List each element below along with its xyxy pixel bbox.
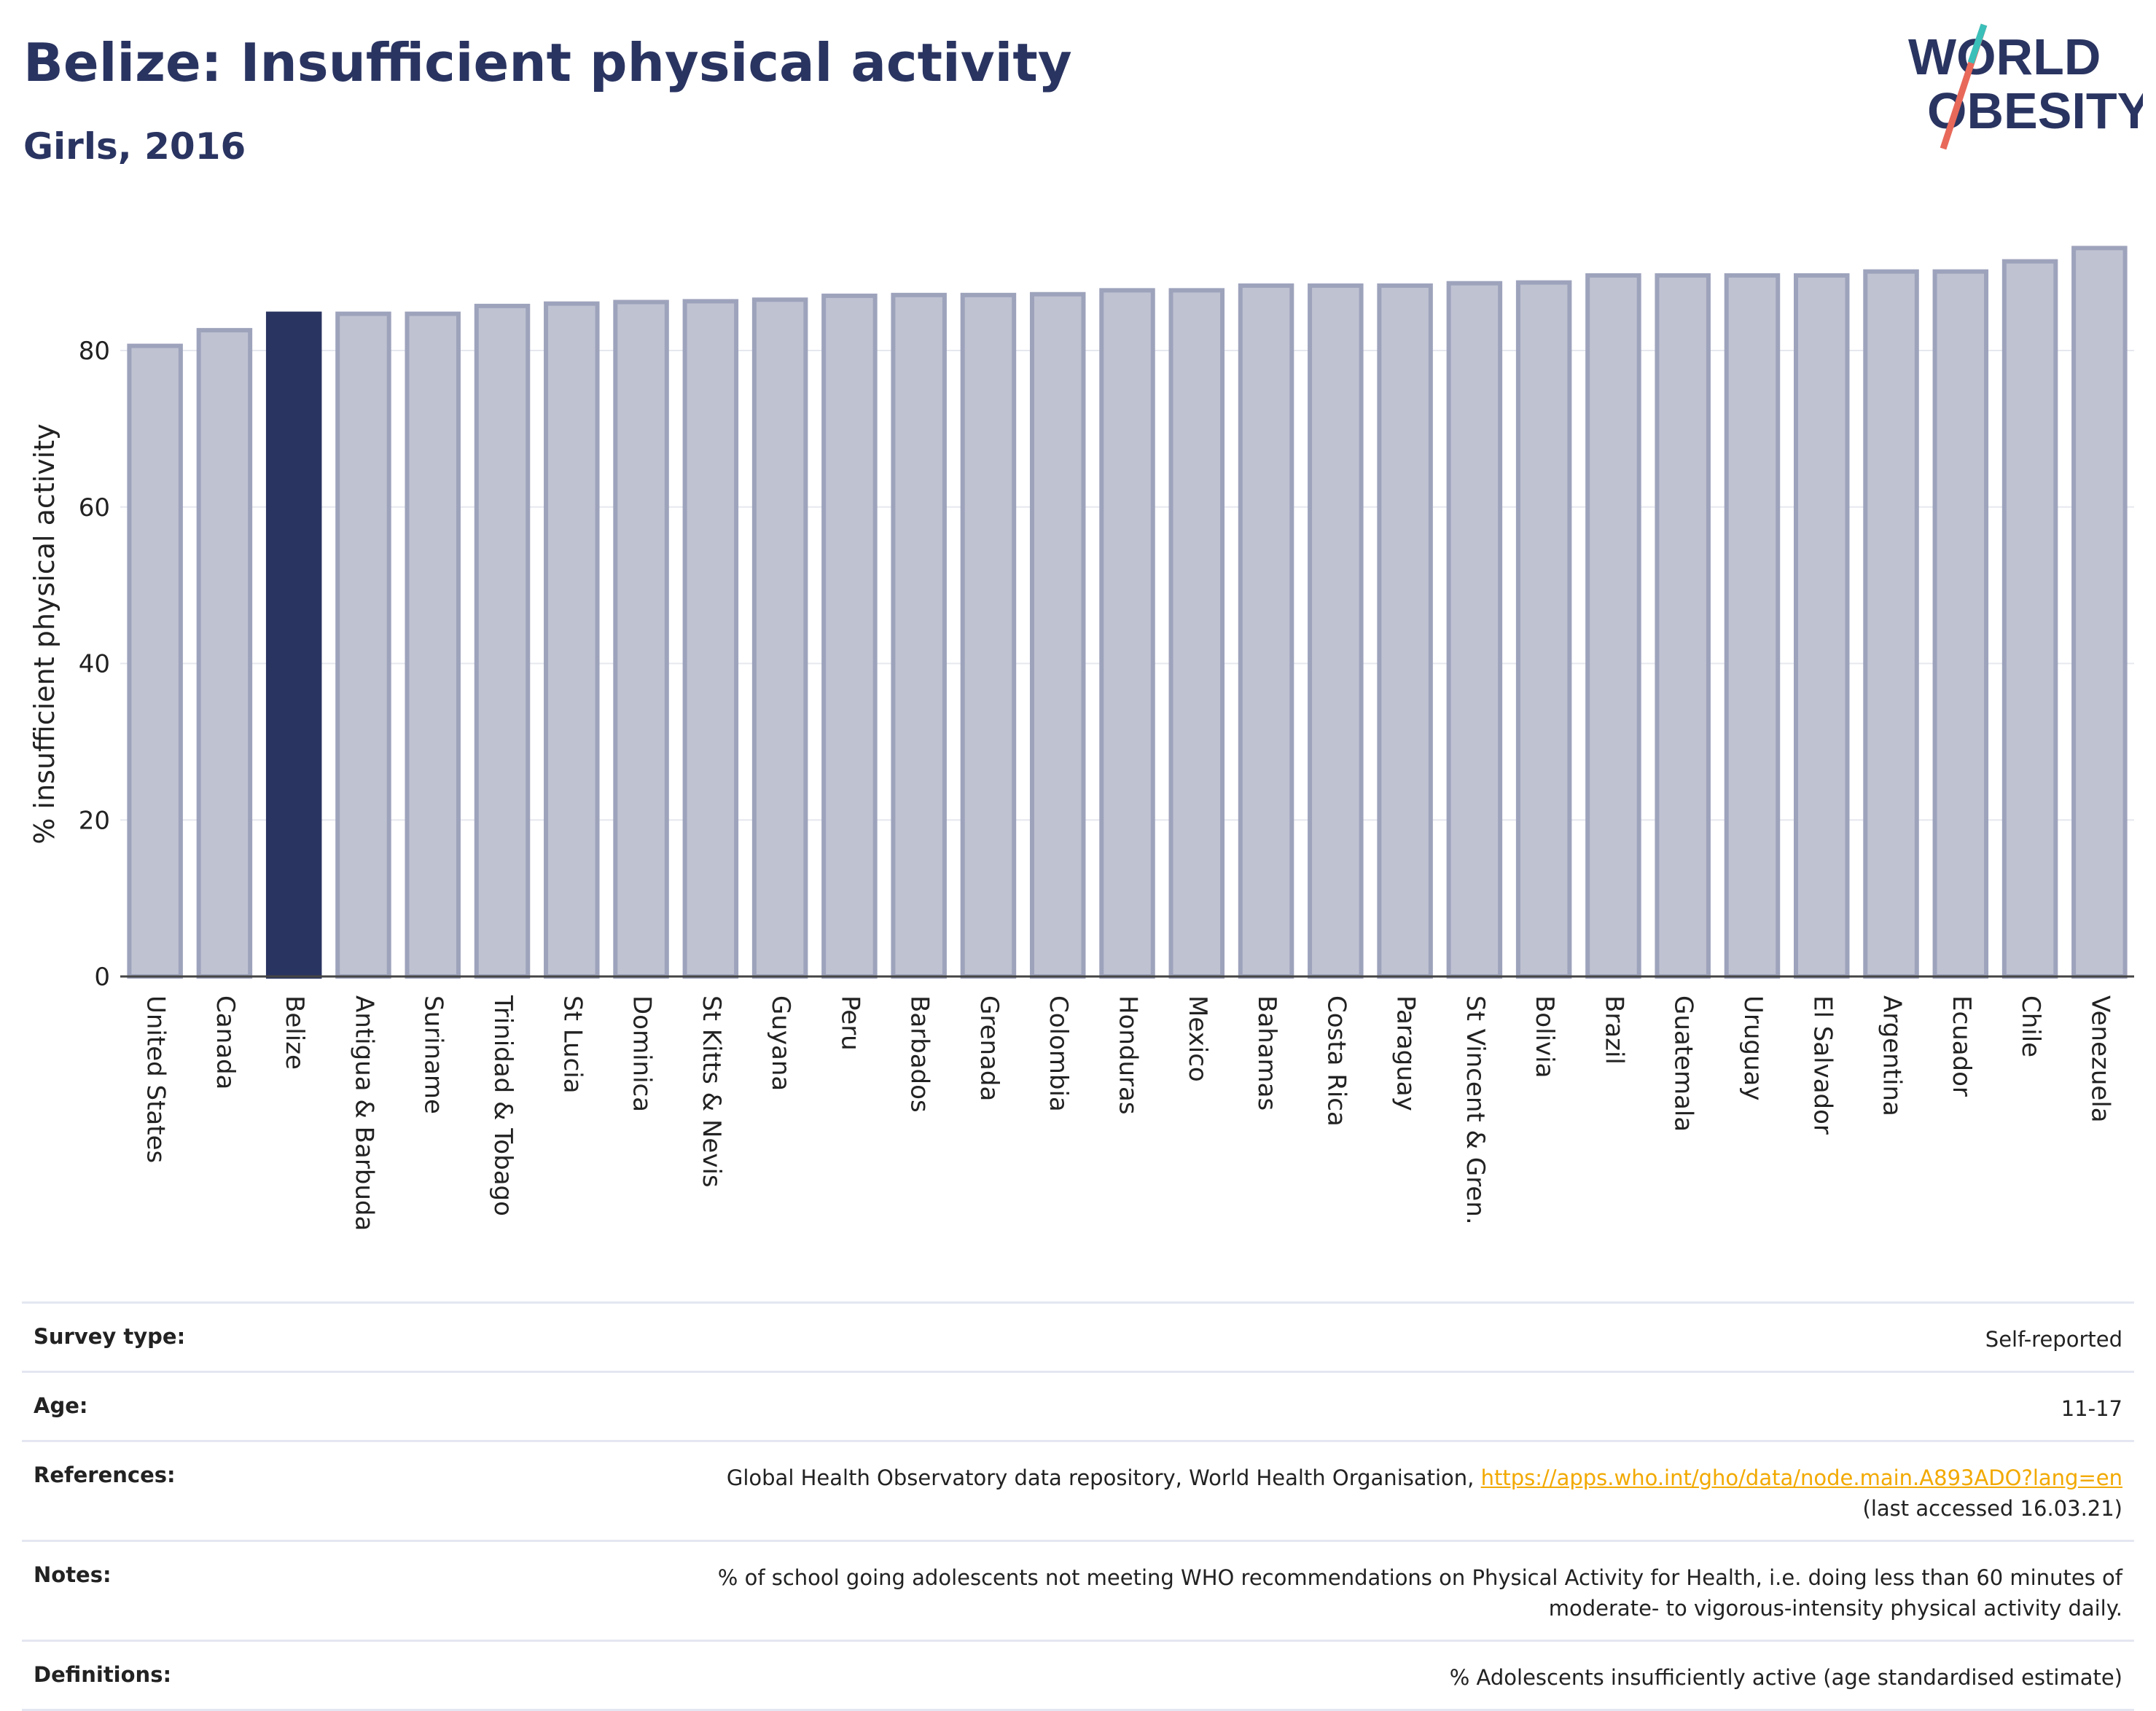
- x-category-label: Antigua & Barbuda: [349, 995, 378, 1231]
- info-row-definitions: Definitions: % Adolescents insufficientl…: [22, 1642, 2134, 1711]
- info-row-age: Age: 11-17: [22, 1373, 2134, 1442]
- x-category-label: Barbados: [905, 995, 934, 1113]
- bar-bahamas: [1238, 283, 1294, 979]
- y-tick-label: 40: [79, 650, 110, 679]
- x-category-label: Grenada: [975, 995, 1004, 1101]
- x-category-label: Belize: [280, 995, 309, 1070]
- bar-united-states: [127, 343, 183, 979]
- notes-line2: moderate- to vigorous-intensity physical…: [1548, 1596, 2122, 1621]
- bar-paraguay: [1377, 283, 1433, 979]
- y-tick-label: 80: [79, 337, 110, 366]
- x-category-label: Uruguay: [1738, 995, 1768, 1101]
- bar-ecuador: [1932, 269, 1989, 979]
- x-category-label: Brazil: [1599, 995, 1628, 1065]
- x-category-label: Argentina: [1878, 995, 1907, 1116]
- age-label: Age:: [34, 1393, 88, 1418]
- world-obesity-logo: WORLD OBESITY: [1908, 23, 2143, 150]
- bar-trinidad-tobago: [474, 303, 531, 979]
- x-category-label: Chile: [2016, 995, 2045, 1057]
- bar-belize: [265, 311, 322, 979]
- bar-honduras: [1099, 288, 1155, 979]
- x-category-label: St Kitts & Nevis: [697, 995, 726, 1188]
- y-tick-label: 20: [79, 806, 110, 835]
- bar-bolivia: [1515, 280, 1572, 979]
- bar-argentina: [1863, 269, 1919, 979]
- bar-st-vincent-gren-: [1446, 281, 1503, 979]
- references-label: References:: [34, 1463, 176, 1487]
- notes-value: % of school going adolescents not meetin…: [718, 1562, 2122, 1624]
- x-category-label: Guyana: [766, 995, 795, 1091]
- x-category-label: Honduras: [1114, 995, 1143, 1115]
- x-category-label: Peru: [835, 995, 864, 1051]
- logo-line1: WORLD: [1908, 28, 2101, 85]
- bar-venezuela: [2071, 246, 2128, 979]
- x-category-label: Trinidad & Tobago: [488, 995, 517, 1216]
- y-tick-label: 60: [79, 493, 110, 522]
- y-tick-label: 0: [94, 963, 110, 992]
- bar-mexico: [1168, 288, 1225, 979]
- info-row-notes: Notes: % of school going adolescents not…: [22, 1542, 2134, 1642]
- references-link[interactable]: https://apps.who.int/gho/data/node.main.…: [1480, 1465, 2122, 1490]
- info-row-survey-type: Survey type: Self-reported: [22, 1304, 2134, 1373]
- x-category-label: Dominica: [628, 995, 657, 1112]
- references-text: Global Health Observatory data repositor…: [726, 1465, 1481, 1490]
- bar-chart: 0 20 40 60 80 United States Canada Belize Antig…: [28, 246, 2134, 1231]
- x-category-label: United States: [141, 995, 171, 1163]
- bar-colombia: [1029, 291, 1086, 979]
- y-axis-title: % insufficient physical activity: [28, 423, 60, 844]
- x-category-label: Paraguay: [1391, 995, 1421, 1111]
- notes-label: Notes:: [34, 1562, 112, 1587]
- x-category-label: Bahamas: [1252, 995, 1281, 1111]
- bar-grenada: [960, 292, 1017, 979]
- x-category-label: St Lucia: [558, 995, 587, 1094]
- info-row-references: References: Global Health Observatory da…: [22, 1442, 2134, 1542]
- bar-dominica: [613, 299, 669, 979]
- x-category-label: Costa Rica: [1321, 995, 1351, 1127]
- bar-st-lucia: [544, 301, 600, 979]
- chart-title: Belize: Insufficient physical activity: [23, 32, 1072, 93]
- y-tick-labels: 0 20 40 60 80: [79, 337, 110, 992]
- bar-barbados: [891, 292, 947, 979]
- notes-line1: % of school going adolescents not meetin…: [717, 1565, 2122, 1590]
- x-category-labels: United States Canada Belize Antigua & Barbu…: [141, 995, 2115, 1231]
- survey-type-label: Survey type:: [34, 1324, 186, 1349]
- definitions-label: Definitions:: [34, 1662, 172, 1687]
- x-category-label: Canada: [211, 995, 240, 1089]
- bar-peru: [821, 293, 878, 979]
- x-category-label: Colombia: [1044, 995, 1073, 1112]
- bars: [127, 246, 2128, 979]
- definitions-value: % Adolescents insufficiently active (age…: [1449, 1665, 2122, 1690]
- age-value: 11-17: [2061, 1396, 2122, 1421]
- chart-subtitle: Girls, 2016: [23, 125, 246, 168]
- bar-antigua-barbuda: [335, 311, 391, 979]
- bar-el-salvador: [1794, 273, 1850, 979]
- info-table: Survey type: Self-reported Age: 11-17 Re…: [22, 1301, 2134, 1711]
- x-category-label: Guatemala: [1669, 995, 1698, 1132]
- x-category-label: Suriname: [419, 995, 448, 1114]
- x-category-label: El Salvador: [1808, 995, 1837, 1135]
- bar-guyana: [751, 297, 808, 979]
- bar-canada: [196, 328, 253, 979]
- bar-st-kitts-nevis: [682, 299, 739, 979]
- bar-guatemala: [1655, 273, 1711, 979]
- bar-brazil: [1585, 273, 1641, 979]
- x-category-label: Mexico: [1183, 995, 1212, 1082]
- survey-type-value: Self-reported: [1985, 1327, 2122, 1352]
- references-accessed: (last accessed 16.03.21): [1862, 1496, 2122, 1521]
- x-category-label: Ecuador: [1947, 995, 1976, 1097]
- x-category-label: Venezuela: [2085, 995, 2114, 1123]
- bar-chile: [2001, 259, 2058, 979]
- x-category-label: Bolivia: [1530, 995, 1559, 1078]
- references-value: Global Health Observatory data repositor…: [727, 1463, 2122, 1524]
- bar-suriname: [405, 311, 461, 979]
- bar-costa-rica: [1308, 283, 1364, 979]
- bar-uruguay: [1724, 273, 1781, 979]
- logo-slash-teal: [1967, 23, 1988, 64]
- x-category-label: St Vincent & Gren.: [1461, 995, 1490, 1225]
